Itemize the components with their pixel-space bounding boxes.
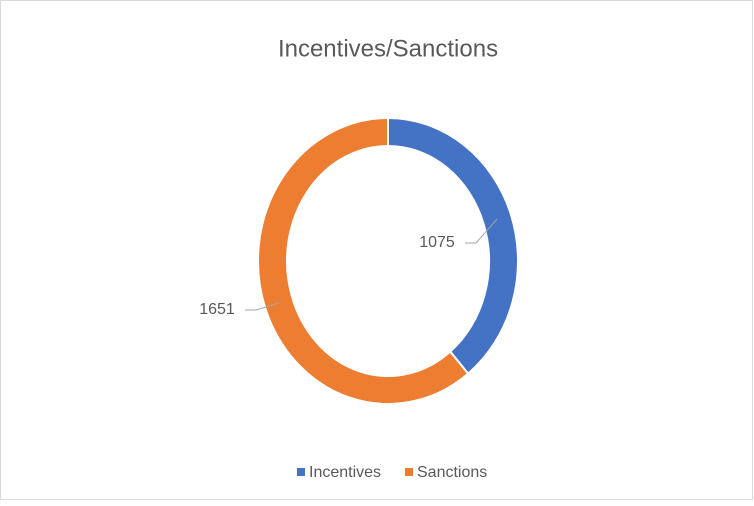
leader-line — [245, 302, 279, 311]
data-label: 1651 — [199, 301, 235, 318]
legend-label: Sanctions — [417, 464, 487, 481]
doughnut-slice — [257, 116, 470, 405]
legend-swatch — [405, 468, 413, 476]
leader-line — [465, 218, 498, 244]
legend-label: Incentives — [309, 464, 381, 481]
legend-swatch — [297, 468, 305, 476]
data-label: 1075 — [419, 234, 455, 251]
chart-title: Incentives/Sanctions — [278, 35, 498, 62]
